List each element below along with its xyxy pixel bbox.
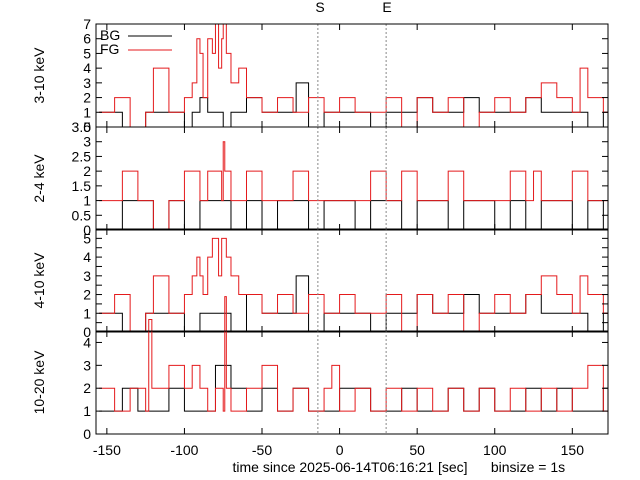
y-tick-label-panel-3: 3 — [83, 268, 91, 284]
y-tick-label-panel-2: 2 — [83, 163, 91, 179]
panel-frame-2 — [95, 126, 609, 231]
y-tick-label-panel-1: 4 — [83, 60, 91, 76]
series-line-fg-panel-4 — [99, 296, 608, 412]
series-line-bg-panel-1 — [99, 82, 608, 128]
y-axis-label-panel-4: 10-20 keV — [31, 350, 47, 414]
y-tick-label-panel-4: 4 — [83, 334, 91, 350]
y-axis-label-panel-2: 2-4 keV — [31, 154, 47, 203]
y-tick-label-panel-1: 1 — [83, 104, 91, 120]
y-tick-label-panel-3: 0 — [83, 324, 91, 340]
y-axis-label-panel-1: 3-10 keV — [31, 47, 47, 104]
y-tick-label-panel-3: 2 — [83, 287, 91, 303]
series-line-bg-panel-3 — [99, 275, 608, 333]
x-tick-label: -100 — [170, 442, 198, 458]
y-tick-label-panel-1: 5 — [83, 45, 91, 61]
x-tick-label: 0 — [336, 442, 344, 458]
y-tick-label-panel-1: 2 — [83, 90, 91, 106]
y-tick-label-panel-2: 2.5 — [72, 148, 92, 164]
y-tick-label-panel-2: 0.5 — [72, 207, 92, 223]
panel-frame-1 — [95, 23, 609, 128]
series-line-fg-panel-3 — [99, 237, 608, 333]
panel-4: 0 1 2 3 4 10-20 keV — [31, 296, 609, 442]
y-tick-label-panel-4: 1 — [83, 403, 91, 419]
y-tick-label-panel-2: 1.5 — [72, 178, 92, 194]
y-tick-label-panel-4: 0 — [83, 426, 91, 442]
x-tick-label: -150 — [93, 442, 121, 458]
legend-label-fg: FG — [100, 41, 119, 57]
y-tick-label-panel-4: 3 — [83, 357, 91, 373]
y-tick-label-panel-2: 1 — [83, 193, 91, 209]
panel-2: 00.511.522.533.52-4 keV — [31, 119, 609, 238]
binsize-note: binsize = 1s — [491, 459, 565, 475]
series-line-bg-panel-4 — [99, 364, 608, 412]
series-line-bg-panel-2 — [99, 200, 608, 231]
y-tick-label-panel-1: 0 — [83, 119, 91, 135]
y-tick-label-panel-2: 3 — [83, 134, 91, 150]
y-tick-label-panel-1: 6 — [83, 31, 91, 47]
x-tick-label: 50 — [409, 442, 425, 458]
x-tick-label: -50 — [252, 442, 272, 458]
marker-label-s: S — [315, 0, 324, 15]
x-tick-label: 100 — [483, 442, 507, 458]
legend-label-bg: BG — [100, 27, 120, 43]
y-tick-label-panel-1: 7 — [83, 16, 91, 32]
y-tick-label-panel-2: 3.5 — [72, 119, 92, 135]
panel-3: 0 1 2 3 4 5 4-10 keV — [31, 228, 609, 340]
y-tick-label-panel-3: 1 — [83, 305, 91, 321]
series-line-fg-panel-1 — [99, 23, 608, 128]
x-axis-label: time since 2025-06-14T06:16:21 [sec] — [232, 459, 467, 475]
y-tick-label-panel-2: 0 — [83, 222, 91, 238]
y-tick-label-panel-1: 3 — [83, 75, 91, 91]
y-tick-label-panel-3: 5 — [83, 230, 91, 246]
legend: BG FG — [100, 27, 172, 57]
series-line-fg-panel-2 — [99, 141, 608, 231]
y-axis-label-panel-3: 4-10 keV — [31, 252, 47, 309]
y-tick-label-panel-3: 4 — [83, 249, 91, 265]
panel-frame-3 — [95, 228, 609, 333]
marker-labels: S E — [315, 0, 391, 15]
x-tick-label: 150 — [561, 442, 585, 458]
marker-label-e: E — [382, 0, 391, 15]
panel-frame-4 — [95, 330, 609, 435]
y-tick-label-panel-4: 2 — [83, 380, 91, 396]
